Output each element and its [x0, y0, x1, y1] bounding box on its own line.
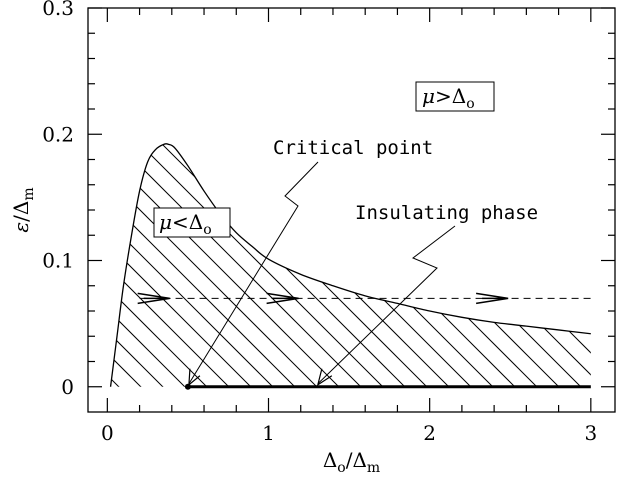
x-tick-label: 1: [262, 421, 275, 445]
critical-point-marker: [184, 383, 191, 390]
hatch-line: [110, 143, 239, 387]
flow-arrow: [137, 292, 170, 305]
critical-point-label: Critical point: [273, 137, 433, 159]
critical-point-arrowhead: [188, 368, 201, 387]
region-box-below: [153, 207, 231, 238]
y-axis-title: ε/Δm: [9, 187, 37, 232]
x-tick-label: 0: [101, 421, 114, 445]
y-tick-label: 0: [61, 375, 74, 399]
hatch-line: [110, 143, 305, 387]
hatch-line: [567, 143, 591, 387]
region-box-above: [415, 81, 495, 112]
hatch-line: [110, 143, 217, 387]
y-tick-label: 0.2: [42, 122, 74, 146]
x-axis-title: Δo/Δm: [323, 448, 380, 476]
tick-labels: 0 1 2 3 0 0.1 0.2 0.3: [42, 0, 597, 445]
x-tick-label: 2: [423, 421, 436, 445]
flow-arrow: [476, 292, 509, 305]
region-text-above: μ>Δo: [422, 84, 475, 112]
region-label-below: μ<Δo: [153, 207, 231, 238]
hatch-line: [110, 143, 283, 387]
hatch-line: [545, 143, 591, 387]
region-text-below: μ<Δo: [159, 210, 212, 238]
flow-arrow: [266, 292, 299, 305]
y-tick-label: 0.1: [42, 249, 74, 273]
axis-ticks: [88, 7, 615, 412]
region-label-above: μ>Δo: [415, 81, 495, 112]
hatch-line: [110, 143, 195, 387]
flow-arrows: [137, 292, 509, 305]
hatch-line: [110, 143, 371, 387]
x-tick-label: 3: [584, 421, 597, 445]
hatch-line: [110, 143, 327, 387]
insulating-phase-arrowhead: [316, 368, 333, 387]
y-tick-label: 0.3: [42, 0, 74, 20]
hatch-line: [523, 143, 591, 387]
hatch-line: [110, 143, 261, 387]
insulating-phase-arrow: [317, 225, 456, 385]
insulating-phase-label: Insulating phase: [355, 202, 538, 224]
critical-point-arrow: [188, 161, 319, 385]
phase-boundary-curve: [109, 143, 591, 387]
hatch-line: [589, 143, 591, 387]
